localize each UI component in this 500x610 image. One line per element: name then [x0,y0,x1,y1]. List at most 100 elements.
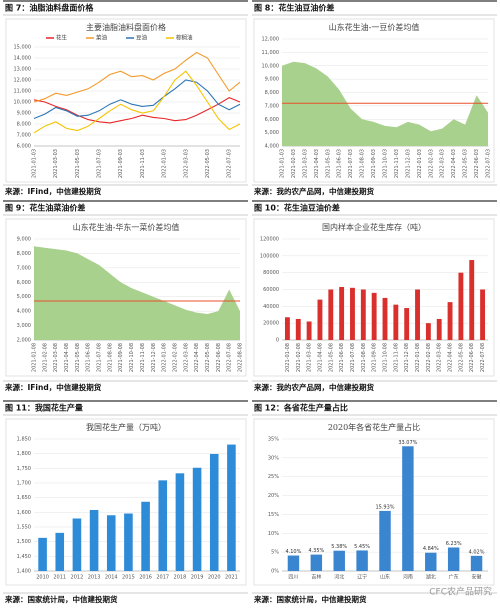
bar [227,444,236,571]
bar [379,510,391,571]
x-tick-label: 2021-12-03 [405,149,411,178]
y-tick-label: 11,000 [262,50,280,56]
y-tick-label: 25% [268,474,279,480]
x-tick-label: 2016 [139,575,152,581]
bar [328,289,334,340]
x-tick-label: 2021-07-08 [97,343,103,372]
y-tick-label: 13,000 [14,67,32,73]
bar [287,555,300,571]
x-tick-label: 2022-01-03 [417,149,423,178]
x-tick-label: 四川 [288,575,298,581]
x-tick-label: 2021-02-08 [42,343,48,372]
x-tick-label: 2019 [191,575,204,581]
y-tick-label: 5,000 [17,294,31,300]
bar [124,513,133,571]
bar [339,286,345,340]
x-tick-label: 2021-09-03 [118,149,124,178]
x-tick-label: 2021-03-08 [307,343,313,372]
y-tick-label: 15% [268,512,279,518]
x-tick-label: 2021-03-03 [302,149,308,178]
x-tick-label: 2021-07-03 [97,149,103,178]
y-tick-label: 3,000 [17,323,31,329]
y-tick-label: 10,000 [262,63,280,69]
value-label: 33.07% [398,440,417,446]
y-tick-label: 7,000 [17,133,31,139]
y-tick-label: 1,800 [17,451,31,457]
y-tick-label: 0% [271,569,279,575]
legend-label: 菜油 [96,34,108,42]
y-tick-label: 9,000 [17,237,31,243]
x-tick-label: 2022-07-08 [227,343,233,372]
x-tick-label: 2021-11-08 [140,343,146,372]
value-label: 5.38% [331,544,347,550]
chart-title: 山东花生油-一豆价差均值 [329,22,420,32]
x-tick-label: 吉林 [311,574,321,581]
x-tick-label: 2021-02-08 [296,343,302,372]
y-tick-label: 14,000 [14,56,32,62]
y-tick-label: 100000 [260,253,279,259]
y-tick-label: 6,000 [17,144,31,150]
value-label: 4.84% [423,546,439,552]
bar [38,537,47,571]
y-tick-label: 40000 [263,304,279,310]
bar [447,302,453,340]
x-tick-label: 2021-11-03 [394,149,400,178]
chart-title: 山东花生油-华东一菜价差均值 [73,222,180,232]
x-tick-label: 2021-04-08 [317,343,323,372]
y-tick-label: 12,000 [14,78,32,84]
x-tick-label: 2021-02-03 [291,149,297,178]
bar [458,272,464,340]
y-tick-label: 120000 [260,237,279,243]
x-tick-label: 2011 [53,575,66,581]
x-tick-label: 辽宁 [357,574,367,581]
x-tick-label: 2022-03-08 [183,343,189,372]
y-tick-label: 1,450 [17,554,31,560]
value-label: 6.23% [446,541,462,547]
x-tick-label: 2021-04-03 [314,149,320,178]
y-tick-label: 12,000 [262,37,280,43]
x-tick-label: 2022-03-08 [437,343,443,372]
x-tick-label: 2021-08-03 [360,149,366,178]
y-tick-label: 1,650 [17,495,31,501]
bar [192,467,202,571]
bar [158,480,168,571]
x-tick-label: 2022-03-03 [440,149,446,178]
x-tick-label: 2021-12-08 [404,343,410,372]
bar [371,292,377,340]
watermark: CFC农产品研究 [429,586,492,598]
y-tick-label: 20000 [263,321,279,327]
y-tick-label: 8,000 [265,90,279,96]
x-tick-label: 2021-05-08 [75,343,81,372]
x-tick-label: 2021-03-03 [53,149,59,178]
x-tick-label: 2022-06-03 [474,149,480,178]
bar [415,289,420,340]
bar [333,550,345,571]
y-tick-label: 9,000 [265,77,279,83]
bar [404,308,410,340]
y-tick-label: 1,550 [17,525,31,531]
x-tick-label: 2022-05-03 [205,149,211,178]
x-tick-label: 2021-01-08 [32,343,38,372]
chart-title: 我国花生产量（万吨） [86,422,166,432]
figure-heading: 图 12：各省花生产量占比 [254,403,348,413]
x-tick-label: 2021-07-03 [348,149,354,178]
x-tick-label: 安徽 [472,574,482,581]
bar [382,297,388,340]
x-tick-label: 2022-06-08 [469,343,475,372]
x-tick-label: 2022-04-03 [451,149,457,178]
x-tick-label: 2015 [122,575,135,581]
bar [393,304,399,340]
x-tick-label: 2021-10-08 [129,343,135,372]
bar [350,287,355,340]
x-tick-label: 2014 [105,575,118,581]
x-tick-label: 2021 [225,575,238,581]
figure-source: 来源：IFind，中信建投期货 [4,382,102,392]
figure-heading: 图 10：花生油豆油价差 [254,203,340,213]
x-tick-label: 2022-04-08 [448,343,454,372]
x-tick-label: 2022-01-08 [415,343,421,372]
figure-heading: 图 8：花生油豆油价差 [254,3,334,13]
figure-source: 来源：我的农产品网，中信建投期货 [253,186,374,196]
bar [402,446,414,571]
x-tick-label: 2021-08-08 [107,343,113,372]
y-tick-label: 1,600 [17,510,31,516]
